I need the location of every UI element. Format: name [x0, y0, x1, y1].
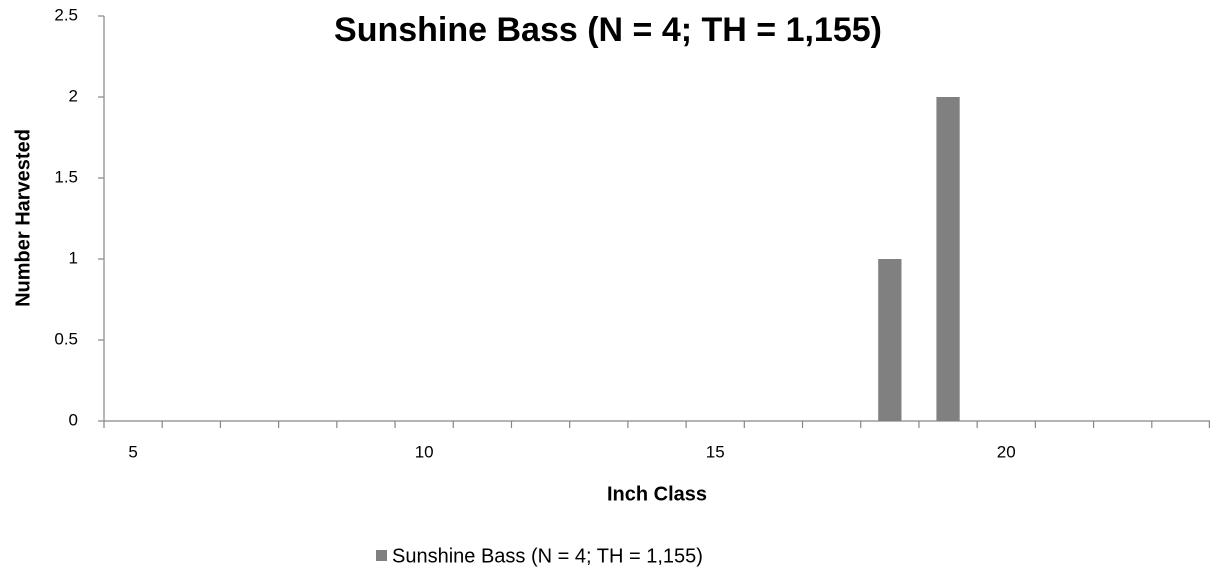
- y-tick-label: 0: [69, 410, 78, 429]
- legend-swatch: [376, 550, 387, 561]
- bar: [878, 259, 902, 421]
- x-tick-label: 15: [706, 442, 725, 461]
- legend-label: Sunshine Bass (N = 4; TH = 1,155): [392, 545, 703, 567]
- y-axis-label: Number Harvested: [12, 129, 34, 307]
- y-tick-label: 1.5: [54, 167, 78, 186]
- y-tick-label: 1: [69, 248, 78, 267]
- x-tick-label: 5: [128, 442, 137, 461]
- y-tick-label: 2: [69, 86, 78, 105]
- x-tick-label: 10: [415, 442, 434, 461]
- y-tick-label: 2.5: [54, 5, 78, 24]
- chart-title: Sunshine Bass (N = 4; TH = 1,155): [334, 11, 882, 49]
- x-axis-label: Inch Class: [607, 483, 707, 505]
- y-tick-label: 0.5: [54, 329, 78, 348]
- x-tick-label: 20: [997, 442, 1016, 461]
- bar: [936, 97, 960, 421]
